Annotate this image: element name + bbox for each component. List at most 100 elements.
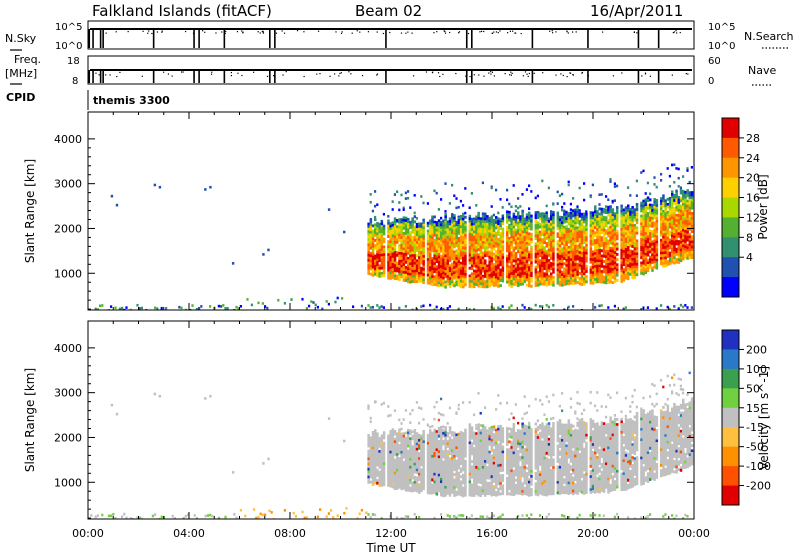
power-cell [572, 279, 575, 283]
power-cell [622, 247, 626, 251]
power-cell [455, 257, 458, 261]
power-cell [662, 220, 665, 224]
power-cell [644, 211, 648, 215]
vel-cell [407, 428, 410, 432]
power-cell [550, 241, 553, 245]
vel-cell [435, 492, 439, 496]
power-scatter [629, 194, 632, 197]
vel-scatter [411, 409, 414, 412]
power-cell [400, 244, 403, 248]
power-cell [541, 274, 544, 278]
power-cell [671, 239, 674, 243]
vel-cell [409, 452, 412, 456]
power-cell [545, 262, 549, 266]
vel-scatter [400, 427, 403, 431]
power-cell [435, 249, 439, 253]
power-cell [446, 228, 450, 232]
power-cell [611, 265, 615, 269]
vel-cell [413, 488, 417, 492]
vel-cell [411, 463, 414, 467]
power-cell [473, 259, 476, 263]
nsky-dot [262, 30, 264, 32]
power-cell [585, 233, 588, 237]
power-cell [534, 255, 538, 259]
vel-cell [411, 471, 414, 475]
power-cell [624, 255, 628, 259]
power-cell [411, 261, 414, 265]
power-scatter [609, 180, 612, 183]
power-cell [446, 223, 450, 227]
power-cell [609, 213, 612, 216]
power-cell [589, 255, 593, 259]
power-ground-scatter [283, 301, 286, 305]
power-scatter [682, 175, 685, 178]
power-cell [402, 263, 406, 267]
vel-cell [398, 462, 401, 466]
power-scatter [374, 190, 377, 193]
power-cell [389, 253, 392, 257]
power-cell [671, 258, 674, 261]
power-cell [605, 265, 608, 269]
power-cell [651, 245, 654, 249]
vel-cell [391, 459, 395, 463]
power-cell [495, 281, 498, 284]
power-cell [686, 210, 689, 213]
power-cell [477, 219, 480, 223]
power-cell [523, 220, 527, 224]
nsky-tick-bottom: 10^0 [55, 41, 82, 52]
power-cell [635, 273, 639, 277]
power-cell [481, 254, 485, 257]
power-cell [413, 249, 417, 252]
vel-cell [435, 479, 439, 483]
power-cell [422, 281, 425, 284]
power-cell [572, 250, 575, 254]
vel-cell [409, 486, 412, 490]
power-cell [675, 242, 678, 246]
power-scatter [402, 206, 405, 210]
power-cell [662, 228, 665, 232]
power-cell [580, 267, 584, 271]
vel-cell [376, 468, 379, 472]
power-cell [598, 254, 601, 258]
vel-cell [396, 484, 399, 488]
nsearch-label: N.Search [744, 30, 794, 43]
power-cell [475, 275, 478, 279]
power-cell [594, 272, 597, 276]
power-cell [448, 269, 452, 273]
power-cell [459, 285, 463, 289]
power-cell [633, 236, 637, 240]
power-cell [565, 253, 568, 257]
power-cell [550, 277, 553, 281]
nave-dot [285, 71, 287, 73]
power-cell [369, 218, 373, 221]
vel-ground-scatter [440, 513, 443, 516]
power-ground-scatter [492, 307, 495, 310]
vel-cell [444, 449, 447, 453]
power-cell [477, 227, 480, 231]
power-cell [550, 233, 553, 237]
power-cell [649, 213, 652, 217]
power-scatter [589, 195, 592, 199]
power-cell [437, 240, 441, 244]
nsky-dot [444, 32, 447, 34]
power-cell [591, 234, 595, 238]
power-cell [404, 242, 408, 246]
power-cell [464, 265, 467, 269]
power-cell [620, 272, 623, 276]
nsky-dot [491, 32, 494, 34]
power-cell [635, 231, 639, 235]
power-cell [627, 214, 630, 218]
power-cell [541, 214, 544, 218]
power-cell [666, 213, 670, 217]
power-cell [530, 269, 533, 273]
power-ground-scatter [266, 306, 269, 310]
power-ground-scatter [640, 308, 643, 310]
power-cell [453, 227, 456, 231]
power-cell [596, 246, 599, 250]
power-scatter [490, 186, 493, 190]
power-ground-scatter [235, 305, 238, 309]
power-cell [413, 280, 417, 284]
power-cell [563, 233, 566, 237]
power-scatter [668, 184, 671, 188]
power-cell [673, 212, 676, 216]
